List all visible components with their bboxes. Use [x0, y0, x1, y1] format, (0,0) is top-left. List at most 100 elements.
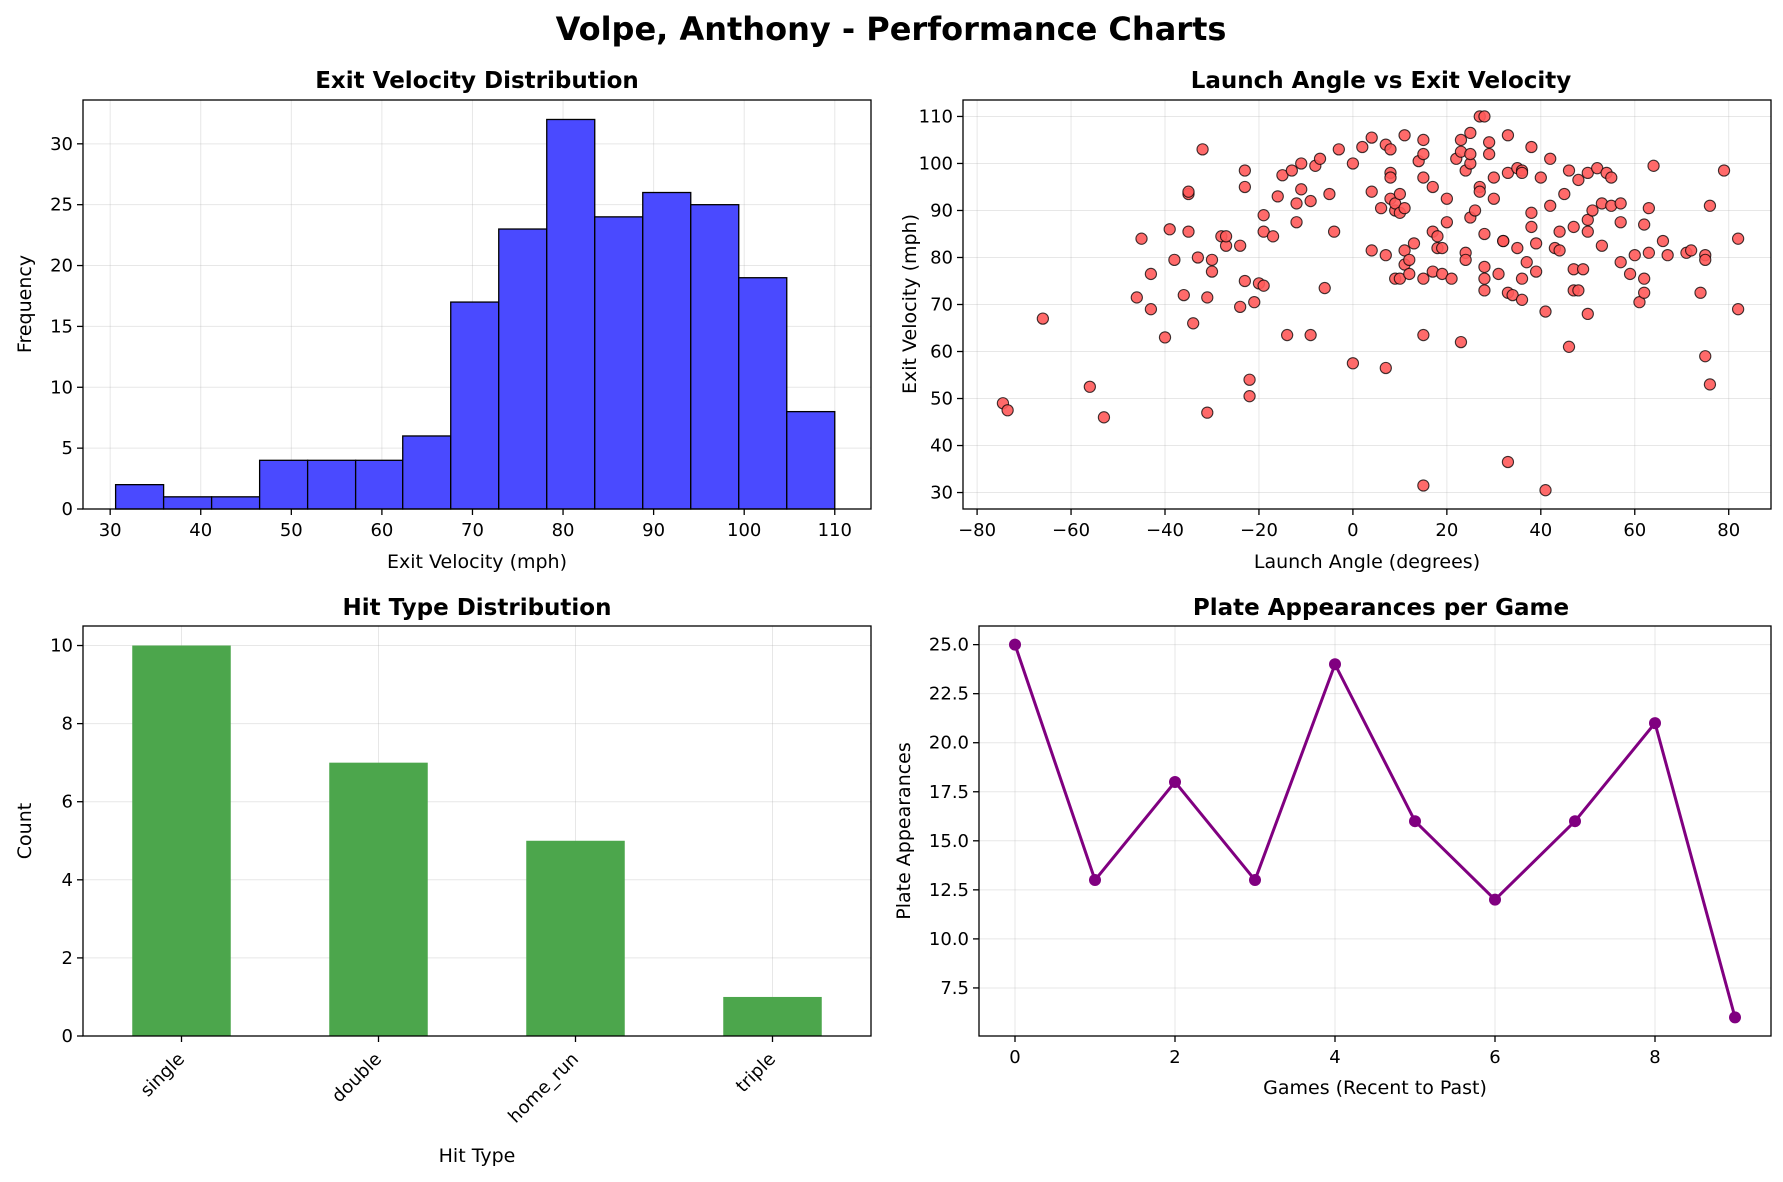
- scatter-point: [1440, 216, 1454, 229]
- scatter-point: [1638, 272, 1651, 285]
- scatter-xtick-label: −40: [1146, 520, 1184, 541]
- scatter-point: [1083, 380, 1096, 393]
- scatter-point: [1205, 265, 1219, 278]
- histogram-xtick-label: 110: [818, 520, 852, 541]
- scatter-point: [1454, 133, 1468, 147]
- scatter-point: [1144, 303, 1158, 316]
- scatter-point: [1614, 256, 1627, 269]
- bar-double: [329, 762, 428, 1036]
- line-title: Plate Appearances per Game: [1193, 595, 1569, 621]
- scatter-point: [1187, 317, 1200, 330]
- scatter-point: [1529, 265, 1543, 278]
- line-xtick-label: 4: [1329, 1047, 1340, 1068]
- histogram-bar: [354, 459, 404, 510]
- histogram-bar: [786, 410, 836, 510]
- scatter-point: [1243, 373, 1256, 386]
- scatter-point: [1562, 164, 1576, 177]
- histogram-ytick-label: 0: [62, 499, 73, 520]
- scatter-point: [1703, 378, 1717, 391]
- scatter-point: [1487, 192, 1500, 205]
- scatter-point: [1436, 241, 1449, 255]
- line-point: [1249, 874, 1261, 887]
- scatter-xtick-label: 40: [1529, 520, 1552, 541]
- histogram-ytick-label: 30: [50, 134, 73, 155]
- scatter-point: [1525, 140, 1538, 154]
- bar-ytick-label: 0: [62, 1026, 73, 1047]
- scatter-point: [1562, 340, 1576, 353]
- line-point: [1569, 815, 1581, 828]
- scatter-point: [1440, 192, 1454, 205]
- scatter-ytick-label: 110: [919, 106, 953, 127]
- scatter-point: [1168, 253, 1181, 266]
- line-ytick-label: 10.0: [929, 929, 969, 950]
- scatter-point: [1717, 164, 1731, 177]
- scatter-xtick-label: −80: [958, 520, 996, 541]
- histogram-bar: [642, 191, 692, 510]
- line-ytick-label: 25.0: [929, 635, 969, 656]
- scatter-point: [1201, 406, 1214, 419]
- scatter-point: [1417, 272, 1430, 285]
- scatter-point: [1036, 312, 1050, 325]
- scatter-point: [1703, 199, 1717, 212]
- line-ytick-label: 15.0: [929, 831, 969, 852]
- line-ytick-label: 7.5: [940, 978, 969, 999]
- scatter-point: [1346, 357, 1360, 370]
- scatter-point: [1731, 232, 1745, 245]
- scatter-xtick-label: 20: [1435, 520, 1458, 541]
- scatter-point: [1642, 246, 1656, 259]
- scatter-point: [1614, 216, 1627, 229]
- scatter-point: [1304, 328, 1317, 342]
- scatter-point: [1295, 157, 1308, 170]
- scatter-ytick-label: 80: [930, 247, 953, 268]
- histogram-ytick-label: 15: [50, 316, 73, 337]
- scatter-point: [1525, 206, 1538, 219]
- histogram-xlabel: Exit Velocity (mph): [387, 551, 567, 573]
- bar-xlabel: Hit Type: [439, 1145, 516, 1167]
- scatter-point: [1417, 328, 1430, 342]
- line-point: [1009, 638, 1021, 651]
- line-point: [1089, 874, 1101, 887]
- bar-frame: [82, 625, 872, 1037]
- scatter-point: [1464, 126, 1477, 140]
- scatter-point: [1525, 220, 1538, 234]
- scatter-point: [1365, 131, 1378, 144]
- scatter-point: [1515, 166, 1529, 180]
- scatter-point: [1497, 234, 1510, 248]
- histogram-ylabel: Frequency: [14, 255, 36, 353]
- scatter-point: [1581, 307, 1594, 321]
- scatter-point: [1304, 194, 1317, 208]
- scatter-xtick-label: 0: [1347, 520, 1358, 541]
- scatter-point: [1638, 286, 1651, 299]
- bar-category-label: home_run: [504, 1049, 583, 1128]
- line-panel: Plate Appearances per Game 7.5 10.0 12.5 15…: [893, 595, 1772, 1099]
- scatter-point: [1234, 300, 1247, 314]
- scatter-point: [1356, 140, 1369, 154]
- scatter-point: [1642, 201, 1656, 215]
- scatter-point: [1163, 223, 1176, 236]
- scatter-point: [1529, 237, 1543, 250]
- scatter-point: [1684, 244, 1698, 257]
- scatter-point: [1638, 218, 1651, 231]
- scatter-point: [1219, 230, 1233, 243]
- scatter-point: [1393, 187, 1407, 201]
- scatter-point: [1567, 220, 1580, 234]
- bar-triple: [723, 996, 822, 1036]
- scatter-point: [1515, 272, 1529, 285]
- scatter-point: [1234, 239, 1247, 252]
- scatter-point: [1130, 291, 1143, 304]
- line-point: [1329, 658, 1341, 671]
- scatter-ytick-label: 90: [930, 200, 953, 221]
- scatter-point: [1374, 201, 1388, 215]
- histogram-bar: [210, 496, 261, 510]
- scatter-point: [1295, 183, 1308, 196]
- scatter-point: [1699, 253, 1712, 266]
- scatter-xlabel: Launch Angle (degrees): [1254, 551, 1480, 573]
- histogram-bar: [594, 216, 644, 510]
- scatter-point: [1001, 404, 1014, 417]
- scatter-point: [1595, 239, 1609, 252]
- line-ytick-label: 22.5: [929, 684, 969, 705]
- scatter-xtick-label: −20: [1240, 520, 1278, 541]
- scatter-point: [1482, 147, 1496, 161]
- scatter-point: [1511, 241, 1524, 255]
- bar-ytick-label: 8: [62, 714, 73, 735]
